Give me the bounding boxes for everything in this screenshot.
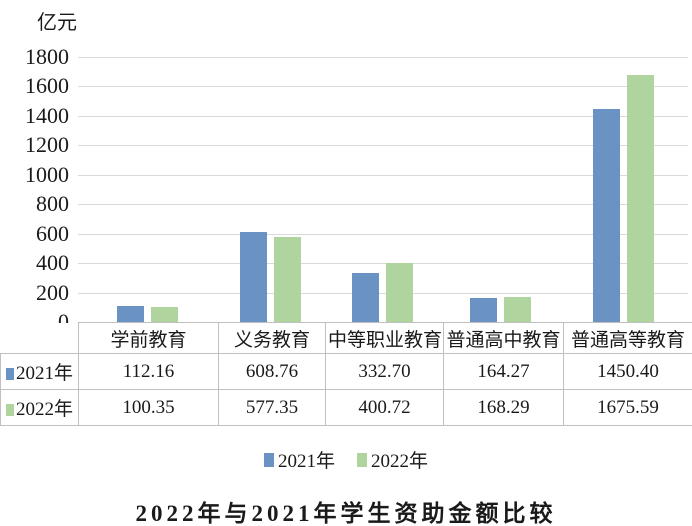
table-value-cell: 168.29: [443, 389, 564, 426]
table-header-row: 学前教育 义务教育 中等职业教育 普通高中教育 普通高等教育: [0, 322, 692, 354]
bar-2021年-中等职业教育: [351, 273, 379, 322]
gridline: [78, 263, 688, 264]
bar-2021年-普通高中教育: [469, 297, 497, 322]
gridline: [78, 57, 688, 58]
y-axis-unit-label: 亿元: [37, 12, 77, 34]
series-swatch-icon: [6, 368, 14, 380]
plot-grid: [78, 57, 688, 322]
y-axis: 0 200 400 600 800 1000 1200 1400 1600 1800: [0, 46, 78, 333]
table-value-cell: 112.16: [78, 353, 219, 390]
table-category-header: 义务教育: [218, 322, 326, 354]
gridline: [78, 145, 688, 146]
table-value-cell: 332.70: [325, 353, 444, 390]
bar-group-4: [441, 57, 560, 322]
bar-2021年-义务教育: [239, 232, 267, 322]
bar-2022年-学前教育: [151, 307, 179, 322]
legend: 2021年 2022年: [0, 446, 692, 473]
legend-swatch-icon: [357, 452, 367, 467]
chart-title: 2022年与2021年学生资助金额比较: [135, 501, 557, 526]
y-tick-label: 400: [36, 250, 69, 276]
table-row-2022年: 2022年 100.35 577.35 400.72 168.29 1675.59: [0, 389, 692, 426]
bar-2022年-中等职业教育: [385, 263, 413, 322]
table-value-cell: 164.27: [443, 353, 564, 390]
y-tick-label: 0: [58, 309, 69, 334]
table-value-cell: 577.35: [218, 389, 326, 426]
bar-group-1: [78, 57, 217, 322]
y-tick-label: 800: [36, 191, 69, 217]
bar-2022年-普通高等教育: [627, 75, 655, 322]
legend-item-2022年: 2022年: [357, 446, 428, 473]
gridline: [78, 86, 688, 87]
gridline: [78, 234, 688, 235]
plot-area: 0 200 400 600 800 1000 1200 1400 1600 1800: [0, 46, 692, 333]
bar-2022年-义务教育: [273, 237, 301, 322]
y-tick-label: 1200: [25, 132, 69, 158]
y-tick-label: 200: [36, 279, 69, 305]
legend-label: 2022年: [371, 451, 429, 472]
table-value-cell: 1675.59: [563, 389, 692, 426]
table-category-header: 普通高等教育: [563, 322, 692, 354]
bar-group-3: [323, 57, 440, 322]
table-corner-cell: [0, 322, 79, 354]
series-swatch-icon: [6, 404, 14, 416]
gridline: [78, 293, 688, 294]
gridline: [78, 116, 688, 117]
bar-group-5: [560, 57, 688, 322]
data-table: 学前教育 义务教育 中等职业教育 普通高中教育 普通高等教育 2021年 112.16 608…: [0, 322, 692, 426]
y-tick-label: 600: [36, 220, 69, 246]
legend-label: 2021年: [277, 451, 335, 472]
series-label-cell: 2021年: [0, 353, 79, 390]
bar-2021年-普通高等教育: [593, 108, 621, 322]
bar-groups: [78, 57, 688, 322]
legend-item-2021年: 2021年: [263, 446, 335, 473]
y-tick-label: 1000: [25, 161, 69, 187]
bar-2022年-普通高中教育: [503, 297, 531, 322]
bar-group-2: [217, 57, 323, 322]
table-category-header: 学前教育: [78, 322, 219, 354]
bar-2021年-学前教育: [117, 305, 145, 322]
legend-swatch-icon: [263, 452, 274, 467]
gridline: [78, 175, 688, 176]
table-category-header: 普通高中教育: [443, 322, 564, 354]
y-tick-label: 1800: [25, 44, 69, 69]
gridline: [78, 204, 688, 205]
table-value-cell: 1450.40: [563, 353, 692, 390]
table-category-header: 中等职业教育: [325, 322, 444, 354]
y-tick-label: 1600: [25, 73, 69, 99]
table-value-cell: 608.76: [218, 353, 326, 390]
series-label-cell: 2022年: [0, 389, 79, 426]
table-value-cell: 100.35: [78, 389, 219, 426]
table-row-2021年: 2021年 112.16 608.76 332.70 164.27 1450.40: [0, 353, 692, 390]
table-value-cell: 400.72: [325, 389, 444, 426]
y-tick-label: 1400: [25, 102, 69, 128]
